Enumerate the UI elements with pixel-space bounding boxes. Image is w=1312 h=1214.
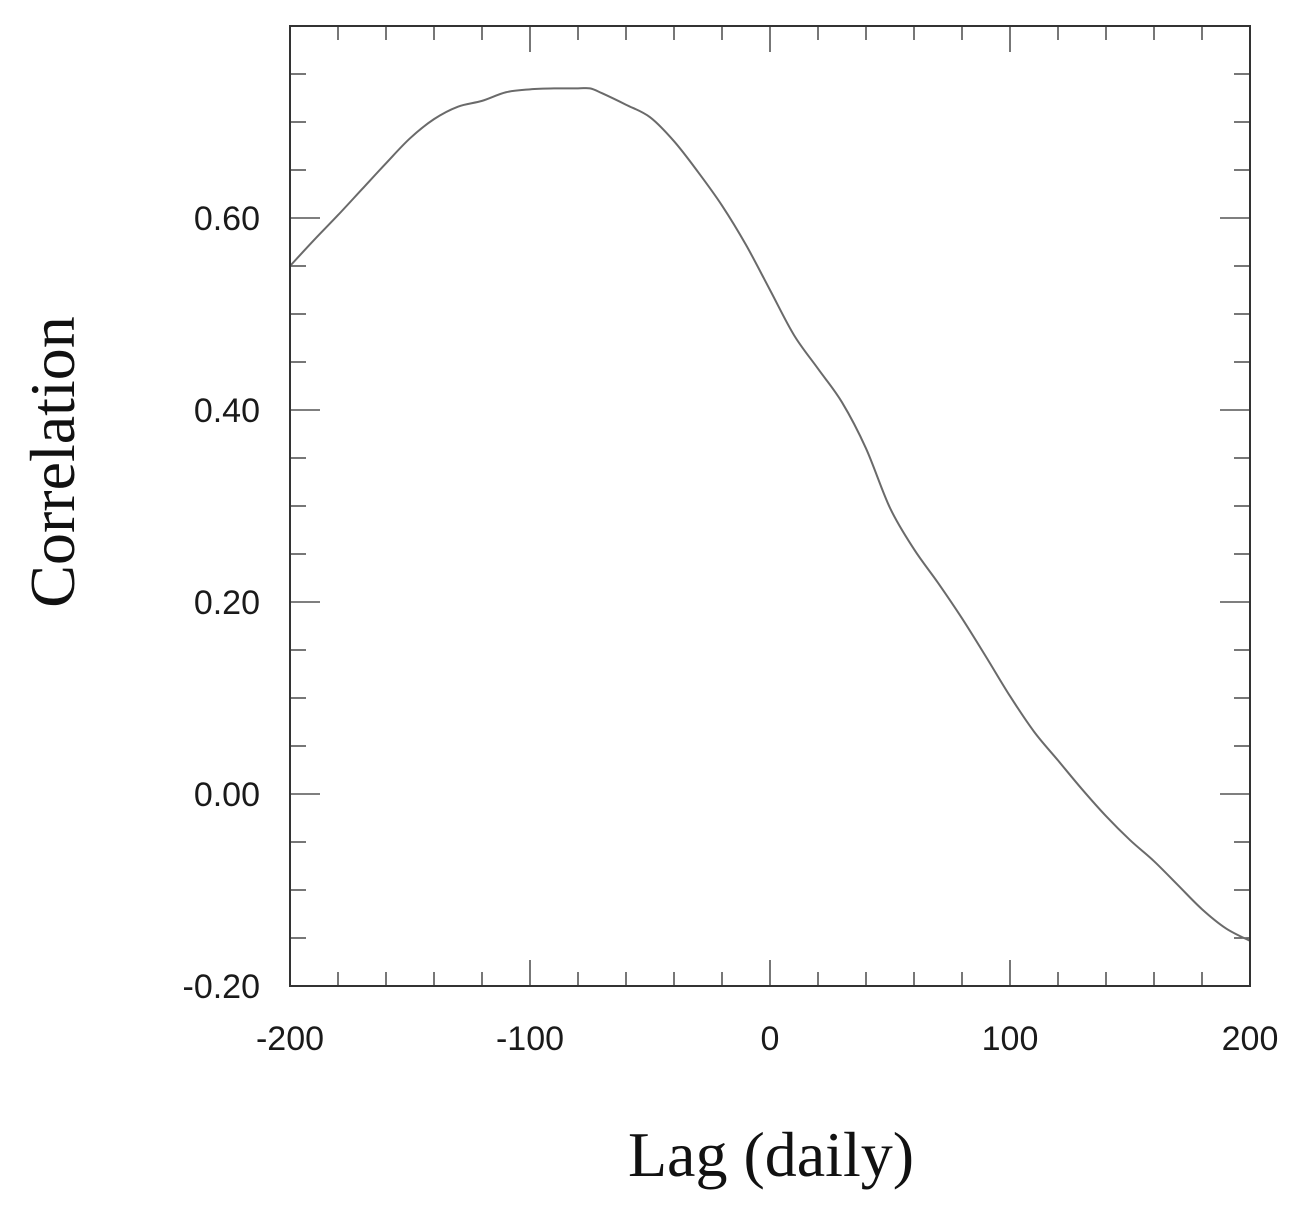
series-line-0 — [289, 87, 1251, 942]
x-tick-label: 100 — [982, 1020, 1039, 1058]
x-axis-title: Lag (daily) — [628, 1119, 914, 1190]
y-tick-label: 0.60 — [194, 200, 260, 238]
ticks-layer — [289, 25, 1251, 987]
y-axis-title: Correlation — [17, 316, 88, 607]
x-tick-label: -200 — [256, 1020, 324, 1058]
y-tick-labels: -0.20 0.00 0.20 0.40 0.60 — [183, 200, 261, 1006]
y-tick-label: 0.00 — [194, 776, 260, 814]
series-layer — [289, 87, 1251, 942]
y-tick-label: 0.20 — [194, 584, 260, 622]
y-tick-label: 0.40 — [194, 392, 260, 430]
y-tick-label: -0.20 — [183, 968, 261, 1006]
x-tick-label: -100 — [496, 1020, 564, 1058]
x-tick-label: 200 — [1222, 1020, 1279, 1058]
x-tick-label: 0 — [761, 1020, 780, 1058]
plot-frame — [289, 25, 1251, 987]
x-tick-labels: -200 -100 0 100 200 — [256, 1020, 1278, 1058]
